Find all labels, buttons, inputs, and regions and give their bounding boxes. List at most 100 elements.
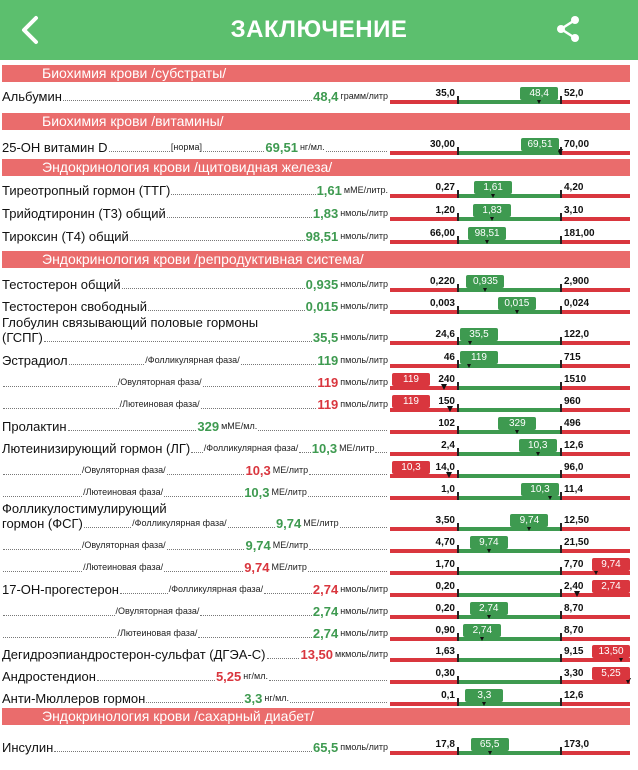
- result-value: 0,935: [305, 277, 339, 292]
- range-bar: [390, 284, 630, 292]
- result-row[interactable]: Тиреотропный гормон (ТТГ) 1,61 мМЕ/литр. 0,…: [0, 178, 638, 200]
- range-high-label: 4,20: [564, 182, 584, 193]
- range-low-label: 1,63: [435, 646, 455, 657]
- value-marker: [466, 339, 473, 345]
- value-marker: [484, 238, 491, 244]
- result-row[interactable]: Дегидроэпиандростерон-сульфат (ДГЭА-С) 13…: [0, 642, 638, 664]
- result-value: 9,74: [275, 516, 302, 531]
- result-label: Лютеинизирующий гормон (ЛГ) /Фолликулярна…: [2, 441, 388, 456]
- result-row[interactable]: 17-ОН-прогестерон/Фолликулярная фаза/2,7…: [0, 577, 638, 599]
- result-row[interactable]: Лютеинизирующий гормон (ЛГ) /Фолликулярна…: [0, 436, 638, 458]
- result-row[interactable]: Тестостерон общий 0,935 нмоль/литр 0,220 2,9…: [0, 272, 638, 294]
- back-button[interactable]: [14, 13, 48, 47]
- result-row[interactable]: Тестостерон свободный 0,015 нмоль/литр 0,00…: [0, 294, 638, 316]
- result-unit: МЕ/литр: [272, 465, 309, 475]
- high-tick: [560, 567, 562, 575]
- result-row[interactable]: Трийодтиронин (Т3) общий 1,83 нмоль/литр 1,…: [0, 201, 638, 223]
- range-bar: [390, 747, 630, 755]
- result-row[interactable]: /Овуляторная фаза/9,74 МЕ/литр 4,70 21,50 9,…: [0, 533, 638, 555]
- dotted-leader: [83, 527, 132, 528]
- range-high-label: 7,70: [564, 559, 584, 570]
- range-bar: [390, 213, 630, 221]
- low-tick: [457, 190, 459, 198]
- result-row[interactable]: /Лютеиновая фаза/9,74 МЕ/литр 1,70 7,70 9,74: [0, 555, 638, 577]
- range-low-label: 35,0: [435, 88, 455, 99]
- result-phase: /Лютеиновая фаза/: [117, 628, 198, 638]
- value-marker: [556, 149, 563, 155]
- value-marker: [536, 98, 543, 104]
- high-tick: [560, 190, 562, 198]
- result-row[interactable]: (ГСПГ) 35,5 нмоль/литр 24,6 122,0 35,5: [0, 325, 638, 347]
- result-row[interactable]: Инсулин 65,5 пмоль/литр 17,8 173,0 65,5: [0, 735, 638, 757]
- low-tick: [457, 404, 459, 412]
- low-tick: [457, 654, 459, 662]
- range-low-label: 66,00: [429, 228, 455, 239]
- dotted-leader: [240, 364, 317, 365]
- high-tick: [560, 611, 562, 619]
- result-label: /Овуляторная фаза/9,74 МЕ/литр: [2, 538, 388, 553]
- result-name: Трийодтиронин (Т3) общий: [2, 206, 166, 221]
- value-badge: 2,74: [469, 602, 508, 615]
- result-value: 329: [197, 419, 220, 434]
- range-low-label: 0,30: [435, 668, 455, 679]
- section-header: Биохимия крови /субстраты/: [2, 65, 630, 82]
- section-header: Эндокринология крови /сахарный диабет/: [2, 708, 630, 725]
- result-row[interactable]: Альбумин 48,4 грамм/литр 35,0 52,0 48,4: [0, 84, 638, 106]
- result-label: Эстрадиол/Фолликулярная фаза/119 пмоль/ли…: [2, 353, 388, 368]
- result-value: 48,4: [313, 89, 339, 104]
- high-tick: [560, 236, 562, 244]
- result-row[interactable]: /Овуляторная фаза/119 пмоль/литр 240 1510 11…: [0, 370, 638, 392]
- range-high-label: 0,024: [564, 298, 590, 309]
- dotted-leader: [3, 496, 83, 497]
- range-bar: [390, 147, 630, 155]
- range-bar: [390, 404, 630, 412]
- result-value: 5,25: [215, 669, 242, 684]
- result-row[interactable]: Эстрадиол/Фолликулярная фаза/119 пмоль/ли…: [0, 348, 638, 370]
- result-name: 17-ОН-прогестерон: [2, 582, 119, 597]
- result-row[interactable]: Анти-Мюллеров гормон 3,3 нг/мл. 0,1 12,6 3,3: [0, 686, 638, 708]
- range-bar: [390, 190, 630, 198]
- value-badge: 13,50: [592, 645, 630, 658]
- result-value: 9,74: [244, 560, 270, 575]
- result-unit: нмоль/литр: [340, 231, 388, 241]
- result-name: Анти-Мюллеров гормон: [2, 691, 146, 706]
- high-tick: [560, 545, 562, 553]
- result-row[interactable]: Андростендион 5,25 нг/мл. 0,30 3,30 5,25: [0, 664, 638, 686]
- result-name-line1: Глобулин связывающий половые гормоны: [2, 315, 259, 330]
- range-bar: [390, 567, 630, 575]
- range-low-label: 30,00: [429, 139, 455, 150]
- value-marker: [534, 450, 541, 456]
- result-note: [норма]: [170, 142, 203, 152]
- result-unit: МЕ/литр: [271, 487, 307, 497]
- result-label: (ГСПГ) 35,5 нмоль/литр: [2, 330, 388, 345]
- result-row[interactable]: Пролактин 329 мМЕ/мл. 102 496 329: [0, 414, 638, 436]
- value-badge: 0,015: [497, 297, 536, 310]
- share-button[interactable]: [553, 14, 583, 44]
- low-tick: [457, 492, 459, 500]
- value-marker: [482, 286, 489, 292]
- dotted-leader: [166, 217, 312, 218]
- result-value: 2,74: [312, 604, 339, 619]
- dotted-leader: [290, 702, 387, 703]
- range-high-label: 2,900: [564, 276, 590, 287]
- share-icon: [557, 16, 579, 42]
- range-low-label: 1,70: [435, 559, 455, 570]
- range-low-label: 102: [438, 418, 455, 429]
- result-label: /Лютеиновая фаза/119 пмоль/литр: [2, 397, 388, 412]
- result-row[interactable]: гормон (ФСГ)/Фолликулярная фаза/9,74 МЕ/л…: [0, 511, 638, 533]
- value-marker: [593, 569, 600, 575]
- result-row[interactable]: /Лютеиновая фаза/2,74 нмоль/литр 0,90 8,70 2…: [0, 621, 638, 643]
- result-value: 65,5: [312, 740, 339, 755]
- result-value: 0,015: [305, 299, 339, 314]
- low-tick: [457, 236, 459, 244]
- result-label: /Овуляторная фаза/2,74 нмоль/литр: [2, 604, 388, 619]
- value-badge: 9,74: [469, 536, 508, 549]
- result-row[interactable]: /Овуляторная фаза/2,74 нмоль/литр 0,20 8,70…: [0, 599, 638, 621]
- result-label: /Лютеиновая фаза/10,3 МЕ/литр: [2, 485, 388, 500]
- result-row[interactable]: /Овуляторная фаза/10,3 МЕ/литр 14,0 96,0 10,…: [0, 458, 638, 480]
- result-row[interactable]: 25-ОН витамин D [норма] 69,51 нг/мл. 30,00 70…: [0, 135, 638, 157]
- result-row[interactable]: /Лютеиновая фаза/119 пмоль/литр 150 960 119: [0, 392, 638, 414]
- result-row[interactable]: /Лютеиновая фаза/10,3 МЕ/литр 1,0 11,4 10,3: [0, 480, 638, 502]
- high-tick: [560, 426, 562, 434]
- result-row[interactable]: Тироксин (Т4) общий 98,51 нмоль/литр 66,00 1…: [0, 224, 638, 246]
